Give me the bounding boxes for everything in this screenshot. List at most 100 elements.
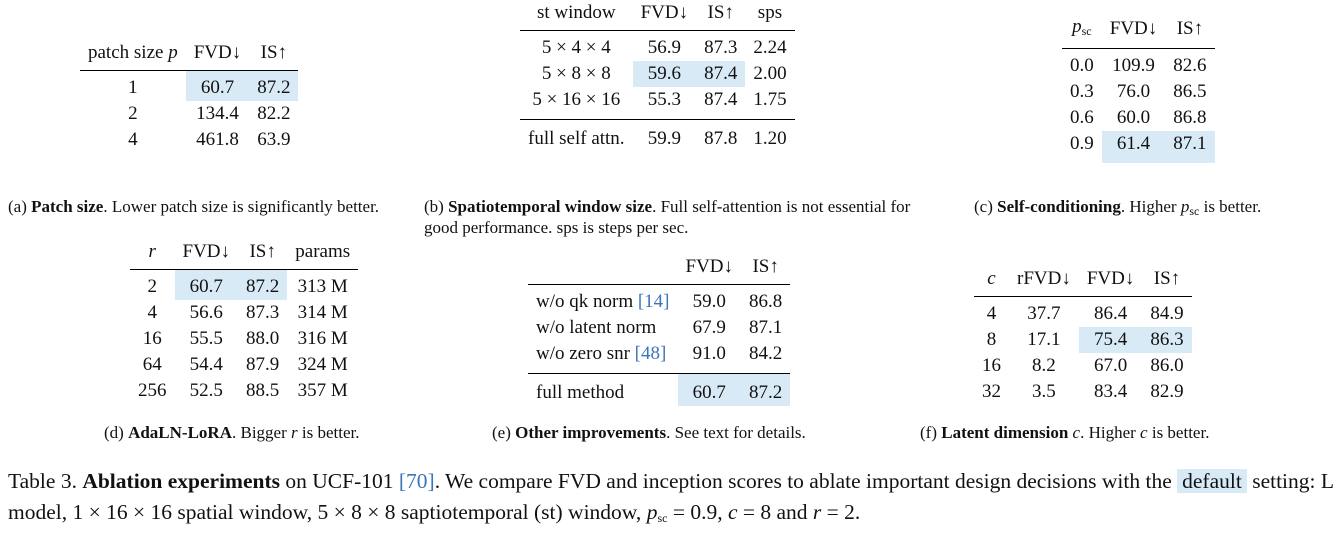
cell-default: 60.7 — [174, 269, 239, 300]
header-st-window: st window — [536, 2, 616, 23]
table-row: 5 × 4 × 4 56.9 87.3 2.24 — [520, 30, 795, 61]
cell: 86.8 — [1173, 107, 1207, 128]
cell: 60.0 — [1116, 107, 1151, 128]
cell: 357 M — [297, 380, 348, 401]
cell: 84.9 — [1142, 296, 1192, 327]
cell: 56.6 — [189, 302, 223, 323]
cell: 86.8 — [741, 284, 791, 315]
table-row-footer: full method 60.7 87.2 — [528, 373, 791, 406]
table-row: 0.6 60.0 86.8 — [1062, 105, 1215, 131]
cell: 2.00 — [753, 63, 787, 84]
cell-default: 75.4 — [1078, 327, 1143, 353]
cell: 0.3 — [1070, 81, 1094, 102]
cell: 82.6 — [1165, 48, 1215, 79]
header-fvd: FVD↓ — [193, 42, 242, 63]
cell: 0.6 — [1070, 107, 1094, 128]
cell: 88.5 — [246, 380, 280, 401]
cell: 5 × 8 × 8 — [541, 63, 611, 84]
table-row: 8 17.1 75.4 86.3 — [974, 327, 1192, 353]
cell: 4 — [147, 302, 158, 323]
cell: 82.9 — [1150, 381, 1184, 402]
header-fvd: FVD↓ — [182, 241, 231, 262]
table-row-footer: full self attn. 59.9 87.8 1.20 — [520, 119, 795, 152]
cell: 67.0 — [1093, 355, 1128, 376]
citation-link[interactable]: [70] — [398, 469, 435, 493]
cell: 87.4 — [704, 89, 738, 110]
cell: 134.4 — [196, 103, 239, 124]
caption-a: (a) Patch size. Lower patch size is sign… — [8, 197, 380, 216]
cell: 59.9 — [632, 119, 697, 152]
cell-default: 87.2 — [741, 373, 791, 406]
table-row: 0.9 61.4 87.1 — [1062, 131, 1215, 163]
cell: 0.9 — [1070, 133, 1094, 154]
cell: 1.75 — [753, 89, 787, 110]
header-is: IS↑ — [752, 256, 779, 277]
cell: 16 — [982, 355, 1001, 376]
cell: 76.0 — [1116, 81, 1151, 102]
table-b-window-size: st window FVD↓ IS↑ sps 5 × 4 × 4 56.9 87… — [520, 0, 795, 152]
cell: 0.0 — [1062, 48, 1102, 79]
cell: 17.1 — [1027, 329, 1061, 350]
cell: 59.0 — [677, 284, 742, 315]
table-row: 64 54.4 87.9 324 M — [130, 352, 358, 378]
caption-e: (e) Other improvements. See text for det… — [492, 423, 806, 442]
header-is: IS↑ — [707, 2, 734, 23]
default-badge: default — [1177, 469, 1247, 493]
citation-link[interactable]: [48] — [634, 343, 667, 364]
cell: w/o zero snr [48] — [536, 343, 667, 364]
cell: 324 M — [297, 354, 348, 375]
table-row: 1 60.7 87.2 — [80, 70, 299, 101]
cell: 4 — [128, 129, 138, 150]
cell: 87.3 — [246, 302, 280, 323]
cell: 56.9 — [632, 30, 697, 61]
cell: w/o latent norm — [536, 317, 657, 338]
cell: full self attn. — [520, 119, 633, 152]
cell: 256 — [138, 380, 167, 401]
table-row: 256 52.5 88.5 357 M — [130, 378, 358, 410]
cell: full method — [528, 373, 678, 406]
header-rfvd: rFVD↓ — [1017, 268, 1071, 289]
cell: 8.2 — [1032, 355, 1056, 376]
cell-default: 87.2 — [238, 269, 288, 300]
table-row: w/o zero snr [48] 91.0 84.2 — [528, 341, 790, 374]
cell: 86.0 — [1150, 355, 1184, 376]
table-row: 0.3 76.0 86.5 — [1062, 79, 1215, 105]
cell: 55.3 — [647, 89, 681, 110]
table-caption: Table 3. Ablation experiments on UCF-101… — [8, 469, 1334, 525]
header-empty — [528, 254, 678, 285]
caption-c: (c) Self-conditioning. Higher psc is bet… — [974, 197, 1262, 218]
table-row: 4 37.7 86.4 84.9 — [974, 296, 1192, 327]
table-row: 2 134.4 82.2 — [80, 101, 298, 127]
header-c: c — [987, 268, 996, 289]
cell: 2.24 — [745, 30, 795, 61]
cell: 87.9 — [246, 354, 280, 375]
header-psc: psc — [1072, 16, 1092, 38]
citation-link[interactable]: [14] — [637, 291, 670, 312]
cell: 67.9 — [692, 317, 726, 338]
cell: 84.2 — [749, 343, 783, 364]
cell: 88.0 — [246, 328, 280, 349]
table-row: 4 461.8 63.9 — [80, 127, 298, 159]
header-sps: sps — [757, 2, 783, 23]
cell: 37.7 — [1009, 296, 1079, 327]
cell: 55.5 — [189, 328, 223, 349]
header-is: IS↑ — [1153, 268, 1181, 289]
header-is: IS↑ — [1176, 18, 1204, 39]
table-row: 32 3.5 83.4 82.9 — [974, 379, 1192, 411]
table-a-patch-size: patch size p FVD↓ IS↑ 1 60.7 87.2 2 134.… — [80, 40, 299, 159]
table-row: 4 56.6 87.3 314 M — [130, 300, 358, 326]
cell: 87.8 — [696, 119, 746, 152]
cell-default: 60.7 — [677, 373, 742, 406]
header-params: params — [295, 241, 351, 262]
cell: 91.0 — [692, 343, 726, 364]
table-row: w/o qk norm [14] 59.0 86.8 — [528, 284, 791, 315]
cell: 32 — [982, 381, 1001, 402]
cell-default: 61.4 — [1101, 131, 1166, 163]
cell: 87.3 — [696, 30, 746, 61]
cell: 1.20 — [745, 119, 795, 152]
table-row: 5 × 8 × 8 59.6 87.4 2.00 — [520, 61, 795, 87]
cell-default: 87.1 — [1165, 131, 1215, 163]
header-is: IS↑ — [260, 42, 288, 63]
table-f-latent-dimension: c rFVD↓ FVD↓ IS↑ 4 37.7 86.4 84.9 8 17.1… — [974, 266, 1192, 411]
cell-default: 59.6 — [632, 61, 697, 87]
